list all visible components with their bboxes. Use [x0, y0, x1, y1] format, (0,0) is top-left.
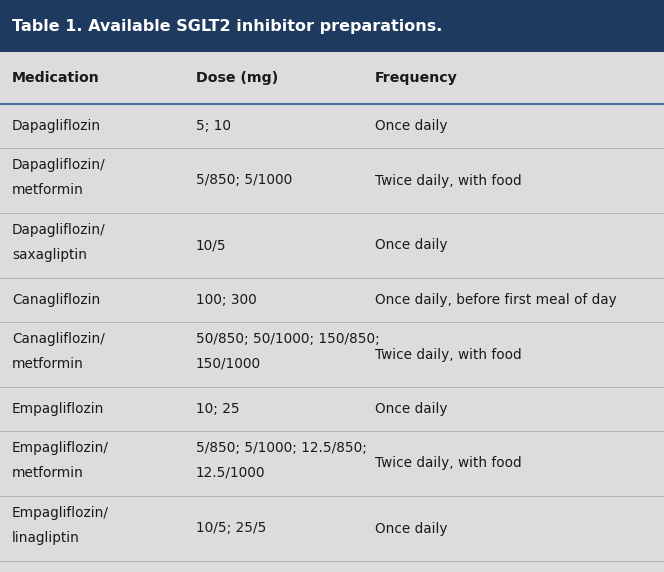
Bar — [0, 496, 664, 561]
Text: 10/5: 10/5 — [196, 239, 226, 252]
Text: Once daily, before first meal of day: Once daily, before first meal of day — [375, 293, 617, 307]
Text: 150/1000: 150/1000 — [196, 357, 261, 371]
Bar — [0, 561, 664, 572]
Text: metformin: metformin — [12, 182, 84, 197]
Text: 10/5; 25/5: 10/5; 25/5 — [196, 522, 266, 535]
Text: Empagliflozin/: Empagliflozin/ — [12, 441, 109, 455]
Text: metformin: metformin — [12, 357, 84, 371]
Text: Empagliflozin/: Empagliflozin/ — [12, 506, 109, 520]
Text: Once daily: Once daily — [375, 522, 448, 535]
Text: Once daily: Once daily — [375, 119, 448, 133]
Bar — [0, 0, 664, 52]
Text: 12.5/1000: 12.5/1000 — [196, 466, 266, 480]
Text: Canagliflozin/: Canagliflozin/ — [12, 332, 105, 345]
Bar — [0, 322, 664, 387]
Text: Once daily: Once daily — [375, 402, 448, 416]
Text: 5/850; 5/1000: 5/850; 5/1000 — [196, 173, 292, 188]
Bar — [0, 431, 664, 496]
Text: 50/850; 50/1000; 150/850;: 50/850; 50/1000; 150/850; — [196, 332, 380, 345]
Text: saxagliptin: saxagliptin — [12, 248, 87, 262]
Text: Twice daily, with food: Twice daily, with food — [375, 456, 522, 471]
Bar — [0, 52, 664, 104]
Text: 100; 300: 100; 300 — [196, 293, 256, 307]
Bar — [0, 213, 664, 278]
Text: Twice daily, with food: Twice daily, with food — [375, 173, 522, 188]
Bar — [0, 387, 664, 431]
Text: 5; 10: 5; 10 — [196, 119, 231, 133]
Text: Canagliflozin: Canagliflozin — [12, 293, 100, 307]
Text: 10; 25: 10; 25 — [196, 402, 240, 416]
Text: Dapagliflozin: Dapagliflozin — [12, 119, 101, 133]
Text: Dose (mg): Dose (mg) — [196, 71, 278, 85]
Text: Twice daily, with food: Twice daily, with food — [375, 348, 522, 362]
Text: 5/850; 5/1000; 12.5/850;: 5/850; 5/1000; 12.5/850; — [196, 441, 367, 455]
Text: Frequency: Frequency — [375, 71, 458, 85]
Bar — [0, 104, 664, 148]
Text: Once daily: Once daily — [375, 239, 448, 252]
Text: metformin: metformin — [12, 466, 84, 480]
Bar — [0, 148, 664, 213]
Text: Table 1. Available SGLT2 inhibitor preparations.: Table 1. Available SGLT2 inhibitor prepa… — [12, 18, 442, 34]
Bar — [0, 278, 664, 322]
Text: Dapagliflozin/: Dapagliflozin/ — [12, 158, 106, 172]
Text: linagliptin: linagliptin — [12, 531, 80, 545]
Text: Medication: Medication — [12, 71, 100, 85]
Text: Empagliflozin: Empagliflozin — [12, 402, 104, 416]
Text: Dapagliflozin/: Dapagliflozin/ — [12, 223, 106, 237]
